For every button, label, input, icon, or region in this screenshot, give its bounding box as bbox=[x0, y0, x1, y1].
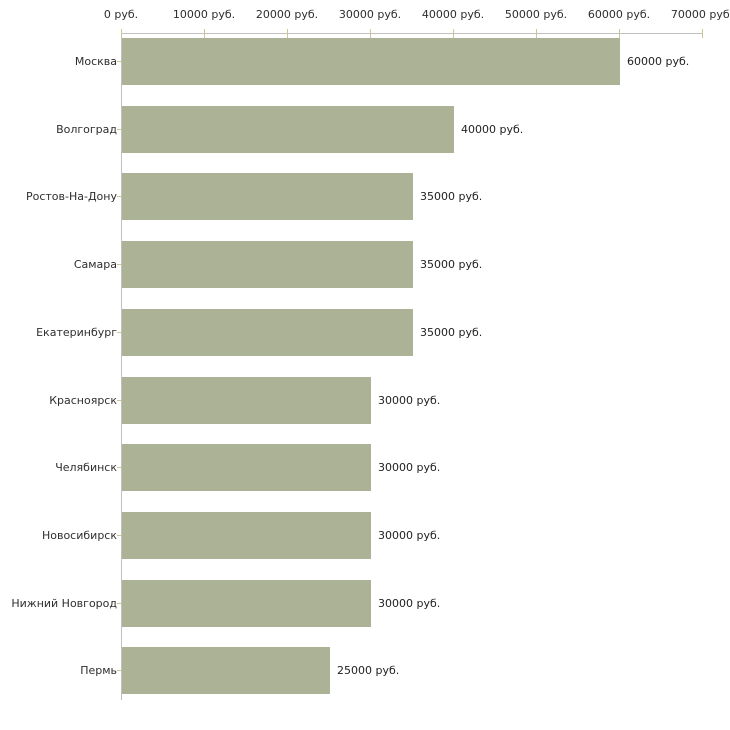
bar bbox=[122, 444, 371, 491]
x-axis-tick-label: 20000 руб. bbox=[255, 8, 319, 21]
x-axis-tick-label: 50000 руб. bbox=[504, 8, 568, 21]
x-axis-tick bbox=[121, 29, 122, 38]
value-label: 35000 руб. bbox=[420, 190, 483, 203]
x-axis-tick bbox=[702, 29, 703, 38]
bar-row: Красноярск 30000 руб. bbox=[0, 377, 730, 424]
category-label: Нижний Новгород bbox=[11, 597, 117, 610]
bar bbox=[122, 309, 413, 356]
x-axis-tick-label: 30000 руб. bbox=[338, 8, 402, 21]
x-axis-tick-label: 70000 руб. bbox=[670, 8, 730, 21]
x-axis-tick-label: 60000 руб. bbox=[587, 8, 651, 21]
value-label: 40000 руб. bbox=[461, 123, 524, 136]
value-label: 35000 руб. bbox=[420, 326, 483, 339]
y-axis-tick bbox=[117, 332, 122, 333]
y-axis-tick bbox=[117, 264, 122, 265]
value-label: 30000 руб. bbox=[378, 461, 441, 474]
x-axis-line bbox=[121, 33, 703, 34]
value-label: 35000 руб. bbox=[420, 258, 483, 271]
x-axis-tick-label: 10000 руб. bbox=[172, 8, 236, 21]
x-axis-tick bbox=[536, 29, 537, 38]
y-axis-tick bbox=[117, 196, 122, 197]
y-axis-tick bbox=[117, 400, 122, 401]
category-label: Новосибирск bbox=[41, 529, 117, 542]
y-axis-line bbox=[121, 33, 122, 700]
category-label: Волгоград bbox=[56, 123, 117, 136]
bar bbox=[122, 106, 454, 153]
bar bbox=[122, 241, 413, 288]
x-axis-tick bbox=[453, 29, 454, 38]
value-label: 25000 руб. bbox=[337, 664, 400, 677]
bar-row: Москва 60000 руб. bbox=[0, 38, 730, 85]
x-axis-tick-label: 0 руб. bbox=[103, 8, 139, 21]
bar-row: Самара 35000 руб. bbox=[0, 241, 730, 288]
bar bbox=[122, 512, 371, 559]
category-label: Самара bbox=[73, 258, 117, 271]
value-label: 30000 руб. bbox=[378, 394, 441, 407]
bar-row: Нижний Новгород 30000 руб. bbox=[0, 580, 730, 627]
value-label: 30000 руб. bbox=[378, 529, 441, 542]
bar bbox=[122, 173, 413, 220]
y-axis-tick bbox=[117, 535, 122, 536]
x-axis-tick bbox=[370, 29, 371, 38]
x-axis-tick-label: 40000 руб. bbox=[421, 8, 485, 21]
value-label: 30000 руб. bbox=[378, 597, 441, 610]
bar-row: Новосибирск 30000 руб. bbox=[0, 512, 730, 559]
y-axis-tick bbox=[117, 603, 122, 604]
bar-row: Пермь 25000 руб. bbox=[0, 647, 730, 694]
bar-row: Челябинск 30000 руб. bbox=[0, 444, 730, 491]
x-axis-tick bbox=[619, 29, 620, 38]
y-axis-tick bbox=[117, 467, 122, 468]
bar bbox=[122, 647, 330, 694]
category-label: Екатеринбург bbox=[36, 326, 117, 339]
category-label: Челябинск bbox=[55, 461, 117, 474]
bar bbox=[122, 38, 620, 85]
y-axis-tick bbox=[117, 670, 122, 671]
x-axis-tick bbox=[204, 29, 205, 38]
y-axis-tick bbox=[117, 129, 122, 130]
y-axis-tick bbox=[117, 61, 122, 62]
bar-row: Екатеринбург 35000 руб. bbox=[0, 309, 730, 356]
category-label: Красноярск bbox=[49, 394, 117, 407]
bar bbox=[122, 377, 371, 424]
x-axis-tick bbox=[287, 29, 288, 38]
value-label: 60000 руб. bbox=[627, 55, 690, 68]
category-label: Москва bbox=[74, 55, 117, 68]
bar-row: Ростов-На-Дону 35000 руб. bbox=[0, 173, 730, 220]
category-label: Ростов-На-Дону bbox=[25, 190, 117, 203]
bar bbox=[122, 580, 371, 627]
category-label: Пермь bbox=[80, 664, 117, 677]
bar-row: Волгоград 40000 руб. bbox=[0, 106, 730, 153]
